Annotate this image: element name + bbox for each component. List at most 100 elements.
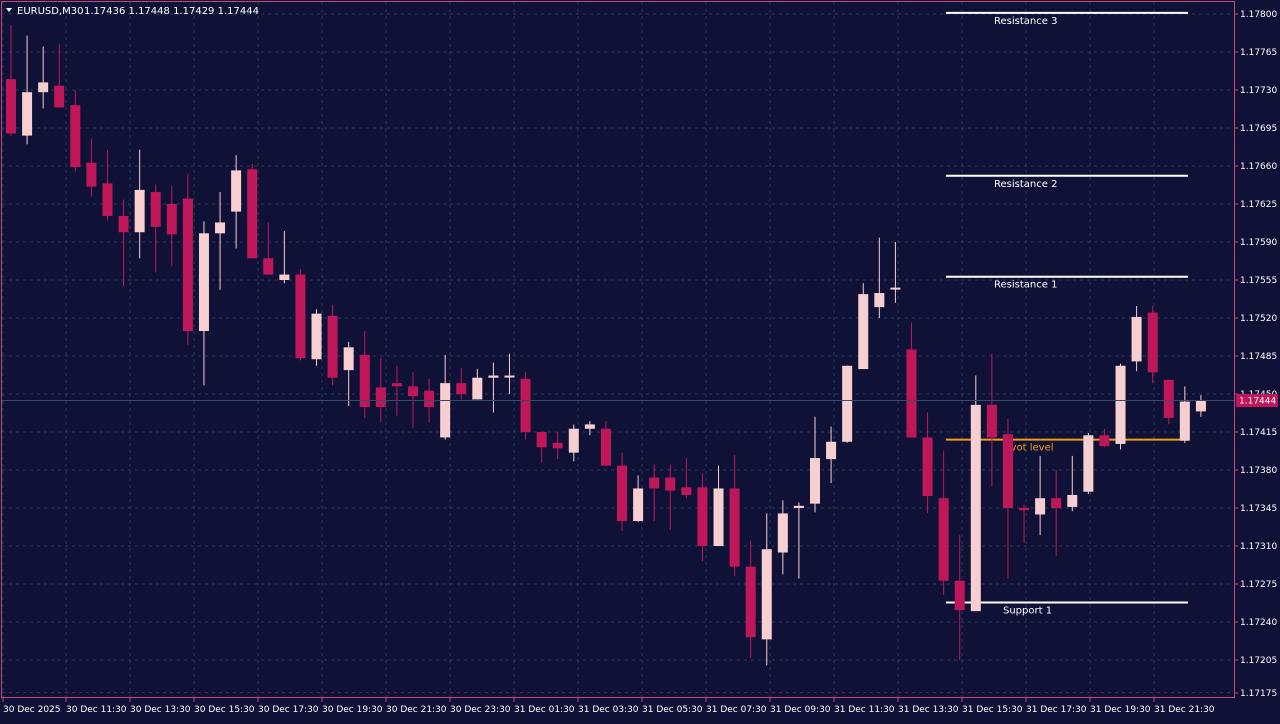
candle-body	[1163, 379, 1174, 418]
time-axis[interactable]: 30 Dec 2025 30 Dec 11:30 30 Dec 13:30 30 De…	[2, 698, 1215, 715]
level-label: Resistance 3	[994, 16, 1057, 27]
candle-body	[231, 170, 242, 212]
candle-body	[1099, 435, 1110, 447]
time-tick-label: 31 Dec 15:30	[962, 705, 1023, 715]
candle-body	[472, 377, 483, 400]
symbol-label[interactable]: EURUSD,M30	[17, 6, 83, 17]
candle-body	[617, 465, 628, 522]
pivot-levels: Resistance 3 Resistance 2 Resistance 1 Pivo…	[946, 11, 1188, 616]
candle-body	[810, 458, 820, 504]
time-tick-label: 30 Dec 15:30	[194, 705, 255, 715]
symbol-menu-arrow-icon[interactable]	[6, 8, 12, 12]
candle-body	[391, 383, 402, 387]
time-tick-label: 31 Dec 17:30	[1026, 705, 1087, 715]
candle-body	[1083, 435, 1094, 492]
candle-body	[697, 487, 708, 546]
candle-body	[874, 293, 885, 308]
price-tick-label: 1.17240	[1240, 618, 1277, 628]
candle-body	[359, 354, 370, 408]
candle-body	[182, 198, 193, 332]
candle-body	[954, 580, 965, 611]
candle-body	[1019, 508, 1030, 511]
candle-body	[70, 105, 81, 168]
candle-body	[343, 347, 354, 371]
time-tick-label: 30 Dec 19:30	[322, 705, 383, 715]
level-label: Resistance 1	[994, 280, 1057, 291]
candle-body	[520, 378, 531, 432]
candle-body	[1179, 401, 1190, 441]
time-tick-label: 30 Dec 13:30	[130, 705, 191, 715]
candle-body	[215, 222, 226, 234]
candle-body	[1147, 312, 1158, 373]
candle-body	[1002, 434, 1013, 508]
price-tick-label: 1.17415	[1240, 428, 1277, 438]
candle-body	[1195, 400, 1206, 412]
candle-body	[568, 428, 579, 453]
candle-body	[38, 82, 49, 93]
candle-body	[681, 487, 692, 495]
level-label: Resistance 2	[994, 179, 1057, 190]
time-tick-label: 30 Dec 23:30	[450, 705, 511, 715]
candle-body	[456, 383, 467, 394]
candle-body	[424, 390, 435, 408]
candle-body	[890, 287, 901, 290]
level-label: Pivot level	[1002, 443, 1054, 454]
time-tick-label: 31 Dec 21:30	[1154, 705, 1215, 715]
candle-body	[150, 192, 161, 227]
candle-body	[536, 432, 547, 448]
time-tick-label: 31 Dec 13:30	[898, 705, 959, 715]
price-tick-label: 1.17345	[1240, 504, 1277, 514]
candle-body	[166, 204, 177, 235]
candle-body	[375, 387, 386, 408]
candle-body	[22, 92, 33, 136]
candle-body	[6, 79, 16, 134]
current-price-tag: 1.17444	[1236, 394, 1278, 408]
price-tick-label: 1.17730	[1240, 86, 1277, 96]
candle-body	[729, 488, 740, 567]
candle-body	[938, 498, 949, 581]
candle-body	[247, 169, 258, 259]
candle-body	[1051, 498, 1062, 508]
candle-body	[198, 233, 209, 332]
time-tick-label: 30 Dec 17:30	[258, 705, 319, 715]
candle-body	[279, 274, 290, 280]
price-axis[interactable]: 1.17800 1.17765 1.17730 1.17695 1.17660 1.176…	[1234, 10, 1277, 699]
price-tick-label: 1.17555	[1240, 276, 1277, 286]
price-tick-label: 1.17275	[1240, 580, 1277, 590]
candle-body	[986, 404, 997, 438]
price-tick-label: 1.17695	[1240, 124, 1277, 134]
candle-body	[134, 189, 145, 233]
candle-body	[600, 428, 611, 466]
candles	[6, 24, 1206, 666]
price-tick-label: 1.17205	[1240, 656, 1277, 666]
candle-body	[665, 477, 676, 491]
time-tick-label: 31 Dec 01:30	[514, 705, 575, 715]
candle-body	[1035, 498, 1046, 515]
candle-body	[311, 313, 322, 360]
price-tick-label: 1.17590	[1240, 238, 1277, 248]
candle-body	[745, 566, 756, 638]
candle-body	[408, 386, 418, 397]
time-tick-label: 31 Dec 19:30	[1090, 705, 1151, 715]
candle-body	[263, 258, 274, 275]
candle-body	[488, 375, 499, 378]
candle-body	[504, 375, 515, 378]
candle-body	[970, 404, 981, 612]
candle-body	[552, 442, 563, 449]
candle-body	[922, 437, 933, 497]
candle-body	[777, 513, 788, 553]
current-price-tag-label: 1.17444	[1239, 397, 1276, 407]
candle-body	[826, 441, 837, 460]
price-tick-label: 1.17175	[1240, 689, 1277, 699]
candle-body	[761, 549, 772, 640]
candle-body	[858, 294, 869, 370]
candle-body	[440, 383, 451, 438]
price-tick-label: 1.17800	[1240, 10, 1277, 20]
time-tick-label: 30 Dec 11:30	[66, 705, 127, 715]
candle-body	[86, 162, 97, 187]
time-tick-label: 31 Dec 07:30	[706, 705, 767, 715]
time-tick-label: 31 Dec 05:30	[642, 705, 703, 715]
candle-body	[649, 477, 660, 489]
